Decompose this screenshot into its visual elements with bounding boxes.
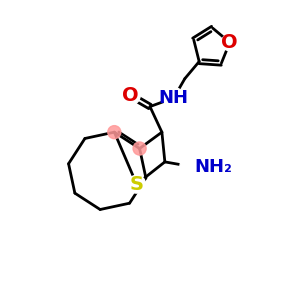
Circle shape: [180, 155, 203, 178]
Circle shape: [108, 126, 121, 139]
Circle shape: [121, 86, 140, 105]
Text: O: O: [221, 33, 238, 52]
Circle shape: [128, 175, 146, 193]
Circle shape: [133, 142, 146, 155]
Circle shape: [221, 34, 238, 51]
Circle shape: [163, 88, 184, 108]
Text: S: S: [130, 175, 144, 194]
Text: NH₂: NH₂: [195, 158, 232, 175]
Text: O: O: [122, 86, 139, 105]
Text: NH: NH: [159, 89, 189, 107]
